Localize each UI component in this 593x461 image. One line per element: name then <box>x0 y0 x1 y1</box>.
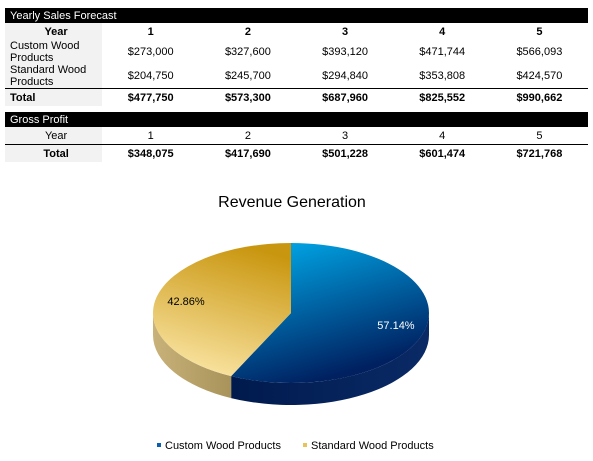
header-cell: Year <box>5 23 103 40</box>
pie-slice-custom <box>231 243 429 383</box>
legend-label-standard: Standard Wood Products <box>311 440 434 452</box>
total-row: Total $477,750 $573,300 $687,960 $825,55… <box>5 88 588 106</box>
cell: $825,552 <box>419 91 466 104</box>
header-cell: 2 <box>199 127 297 145</box>
pie-slice-standard <box>152 243 291 377</box>
pie-group: 57.14% 42.86% <box>152 243 429 405</box>
header-cell: 5 <box>490 127 588 145</box>
chart-title: Revenue Generation <box>218 194 366 211</box>
header-cell: Year <box>5 127 103 145</box>
table-row: Custom Wood Products $273,000 $327,600 $… <box>5 40 588 64</box>
cell: $245,700 <box>199 64 297 89</box>
pie-side-custom <box>231 313 429 405</box>
cell: $501,228 <box>322 147 368 160</box>
cell: $204,750 <box>102 64 200 89</box>
header-cell: 4 <box>393 127 491 145</box>
header-cell: 1 <box>102 127 200 145</box>
header-cell: 5 <box>536 25 543 38</box>
legend: Custom Wood Products Standard Wood Produ… <box>157 440 434 452</box>
cell: $424,570 <box>490 64 588 89</box>
header-cell: 3 <box>296 127 394 145</box>
row-label: Total <box>5 144 103 162</box>
cell: $573,300 <box>224 91 271 104</box>
gross-profit-title: Gross Profit <box>5 112 588 127</box>
header-cell: 1 <box>147 25 154 38</box>
header-cell: 4 <box>439 25 446 38</box>
total-row: Total $348,075 $417,690 $501,228 $601,47… <box>5 144 588 162</box>
profit-header-row: Year 1 2 3 4 5 <box>5 127 588 145</box>
legend-marker-custom <box>157 443 161 447</box>
cell: $393,120 <box>322 46 368 58</box>
cell: $348,075 <box>127 147 174 160</box>
sales-forecast-title: Yearly Sales Forecast <box>5 8 588 23</box>
cell: $990,662 <box>516 91 563 104</box>
row-label: Custom Wood Products <box>5 40 103 64</box>
revenue-pie-chart: Revenue Generation 57.14% 42.86% Custom W… <box>152 194 434 452</box>
cell: $294,840 <box>296 64 394 89</box>
header-cell: 3 <box>341 25 349 38</box>
cell: $353,808 <box>393 64 491 89</box>
cell: $327,600 <box>224 46 271 58</box>
row-label: Total <box>5 88 103 106</box>
cell: $273,000 <box>127 46 174 58</box>
cell: $566,093 <box>516 46 563 58</box>
legend-label-custom: Custom Wood Products <box>165 440 281 452</box>
pie-side-standard <box>153 313 232 399</box>
cell: $721,768 <box>516 147 563 160</box>
row-label: Standard Wood Products <box>5 64 103 89</box>
cell: $417,690 <box>224 147 271 160</box>
data-label-standard: 42.86% <box>167 296 205 308</box>
cell: $477,750 <box>127 91 174 104</box>
cell: $601,474 <box>419 147 466 160</box>
cell: $687,960 <box>322 91 368 104</box>
data-label-custom: 57.14% <box>377 320 415 332</box>
cell: $471,744 <box>419 46 466 58</box>
sales-header-row: Year 1 2 3 4 5 <box>5 23 588 40</box>
legend-marker-standard <box>303 443 307 447</box>
gross-profit-table: Gross Profit Year 1 2 3 4 5 Total $348,0… <box>5 112 588 162</box>
table-row: Standard Wood Products $204,750 $245,700… <box>5 64 588 89</box>
header-cell: 2 <box>244 25 251 38</box>
sales-forecast-table: Yearly Sales Forecast Year 1 2 3 4 5 Cus… <box>5 8 588 106</box>
